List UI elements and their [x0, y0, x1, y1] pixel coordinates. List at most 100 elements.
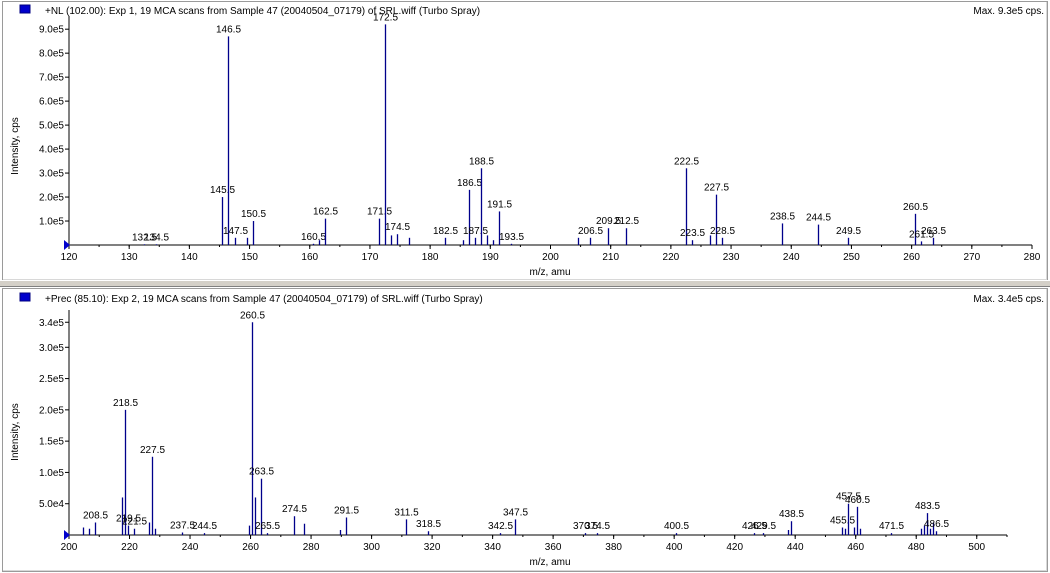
y-tick-label: 1.5e5: [39, 437, 64, 448]
x-tick-label: 260: [903, 252, 920, 263]
x-tick-label: 340: [484, 542, 501, 553]
peak-label: 187.5: [463, 226, 488, 237]
x-tick-label: 260: [242, 542, 259, 553]
peak-label: 222.5: [674, 156, 699, 167]
peak-label: 429.5: [751, 521, 776, 532]
peak-label: 188.5: [469, 156, 494, 167]
baseline-marker-icon: [64, 530, 70, 540]
x-axis-label: m/z, amu: [529, 267, 570, 278]
y-tick-label: 9.0e5: [39, 25, 64, 36]
x-tick-label: 220: [121, 542, 138, 553]
peak-label: 483.5: [915, 501, 940, 512]
peak-label: 237.5: [170, 520, 195, 531]
peak-label: 261.5: [909, 229, 934, 240]
peak-label: 244.5: [192, 521, 217, 532]
x-tick-label: 420: [726, 542, 743, 553]
x-tick-label: 240: [783, 252, 800, 263]
peak-label: 374.5: [585, 521, 610, 532]
peak-label: 471.5: [879, 521, 904, 532]
peak-label: 147.5: [223, 226, 248, 237]
peak-label: 291.5: [334, 505, 359, 516]
peak-label: 186.5: [457, 178, 482, 189]
peak-label: 206.5: [578, 226, 603, 237]
peak-label: 486.5: [924, 519, 949, 530]
peak-label: 219.5: [116, 514, 141, 525]
y-tick-label: 5.0e4: [39, 499, 64, 510]
peak-label: 460.5: [845, 495, 870, 506]
y-axis-label: Intensity, cps: [10, 403, 21, 461]
x-tick-label: 200: [61, 542, 78, 553]
peak-label: 171.5: [367, 207, 392, 218]
baseline-marker-icon: [64, 240, 70, 250]
peak-label: 209.5: [596, 216, 621, 227]
x-tick-label: 230: [723, 252, 740, 263]
peak-label: 263.5: [249, 467, 274, 478]
x-tick-label: 170: [362, 252, 379, 263]
plot-area-bottom: 200 220 240 260 280 300 320 340 360 380 400 420 440 4…: [39, 310, 1008, 553]
peak-label: 134.5: [144, 232, 169, 243]
peak-label: 260.5: [240, 310, 265, 321]
series-color-icon: [19, 292, 31, 302]
peak-label: 212.5: [614, 216, 639, 227]
peak-label: 347.5: [503, 507, 528, 518]
series-color-icon: [19, 4, 31, 14]
peak-label: 150.5: [241, 209, 266, 220]
x-axis-label: m/z, amu: [529, 557, 570, 568]
x-tick-label: 130: [121, 252, 138, 263]
peak-label: 318.5: [416, 519, 441, 530]
x-tick-label: 400: [666, 542, 683, 553]
peak-label: 426.5: [742, 521, 767, 532]
peak-label: 174.5: [385, 222, 410, 233]
x-tick-label: 460: [847, 542, 864, 553]
peak-label: 438.5: [779, 509, 804, 520]
plot-area-top: 120 130 140 150 160 170 180 190 200 210 220 230 240 2…: [39, 12, 1041, 263]
x-tick-label: 380: [605, 542, 622, 553]
x-tick-label: 240: [182, 542, 199, 553]
x-tick-label: 480: [908, 542, 925, 553]
x-tick-label: 320: [424, 542, 441, 553]
peak-label: 265.5: [255, 521, 280, 532]
peak-label: 455.5: [830, 515, 855, 526]
peak-label: 370.5: [573, 521, 598, 532]
y-tick-label: 1.0e5: [39, 468, 64, 479]
x-tick-label: 360: [545, 542, 562, 553]
peak-label: 249.5: [836, 226, 861, 237]
peak-label: 172.5: [373, 12, 398, 23]
peak-label: 342.5: [488, 521, 513, 532]
y-tick-label: 6.0e5: [39, 97, 64, 108]
y-axis-label: Intensity, cps: [10, 117, 21, 175]
y-tick-label: 4.0e5: [39, 145, 64, 156]
peak-label: 162.5: [313, 207, 338, 218]
peak-label: 160.5: [301, 232, 326, 243]
spectrum-title: +NL (102.00): Exp 1, 19 MCA scans from S…: [45, 6, 480, 17]
spectrum-panel-bottom: [2, 288, 1048, 572]
x-tick-label: 210: [602, 252, 619, 263]
peak-label: 260.5: [903, 202, 928, 213]
x-tick-label: 270: [963, 252, 980, 263]
y-tick-label: 1.0e5: [39, 217, 64, 228]
peak-label: 244.5: [806, 213, 831, 224]
y-tick-label: 2.0e5: [39, 405, 64, 416]
y-tick-label: 2.0e5: [39, 193, 64, 204]
x-tick-label: 280: [303, 542, 320, 553]
peak-label: 228.5: [710, 226, 735, 237]
peak-label: 182.5: [433, 226, 458, 237]
peak-label: 311.5: [394, 507, 419, 518]
spectrum-title: +Prec (85.10): Exp 2, 19 MCA scans from …: [45, 294, 483, 305]
panel-splitter[interactable]: [0, 280, 1050, 287]
x-tick-label: 180: [422, 252, 439, 263]
x-tick-label: 140: [181, 252, 198, 263]
peak-label: 146.5: [216, 24, 241, 35]
peak-label: 193.5: [499, 232, 524, 243]
y-tick-label: 7.0e5: [39, 73, 64, 84]
y-tick-label: 2.5e5: [39, 374, 64, 385]
max-intensity-label: Max. 9.3e5 cps.: [973, 6, 1044, 17]
y-tick-label: 8.0e5: [39, 49, 64, 60]
x-tick-label: 120: [61, 252, 78, 263]
x-tick-label: 160: [301, 252, 318, 263]
x-tick-label: 220: [663, 252, 680, 263]
peak-label: 227.5: [704, 183, 729, 194]
peak-label: 223.5: [680, 228, 705, 239]
peak-label: 400.5: [664, 521, 689, 532]
